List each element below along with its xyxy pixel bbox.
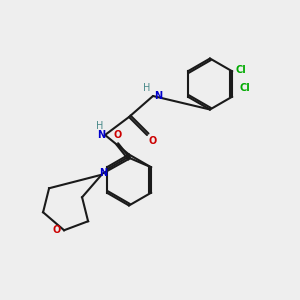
Text: H: H bbox=[142, 83, 150, 93]
Text: Cl: Cl bbox=[240, 83, 250, 93]
Text: O: O bbox=[148, 136, 157, 146]
Text: H: H bbox=[96, 122, 103, 131]
Text: O: O bbox=[53, 225, 61, 235]
Text: O: O bbox=[114, 130, 122, 140]
Text: N: N bbox=[99, 168, 107, 178]
Text: Cl: Cl bbox=[235, 65, 246, 75]
Text: N: N bbox=[154, 91, 163, 101]
Text: N: N bbox=[97, 130, 105, 140]
